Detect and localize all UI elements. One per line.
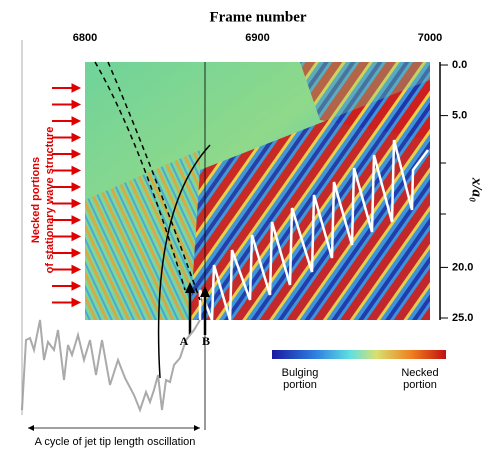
y-axis-title: x/a₀ bbox=[469, 177, 485, 202]
y-tick-label: 25.0 bbox=[452, 312, 473, 324]
x-tick-label: 6900 bbox=[245, 32, 269, 44]
heatmap bbox=[85, 62, 430, 320]
side-label-line: of stationary wave structure bbox=[44, 127, 56, 274]
overlays bbox=[21, 40, 429, 431]
y-tick-label: 0.0 bbox=[452, 59, 467, 71]
colorbar-label: portion bbox=[283, 379, 317, 391]
colorbar-label: portion bbox=[403, 379, 437, 391]
side-label-line: Necked portions bbox=[30, 157, 42, 243]
marker-label: B bbox=[202, 334, 210, 348]
colorbar: Bulging portion Necked portion bbox=[272, 350, 446, 391]
y-tick-label: 20.0 bbox=[452, 261, 473, 273]
x-tick-label: 7000 bbox=[418, 32, 442, 44]
marker-label: A bbox=[180, 334, 189, 348]
y-tick-label: 5.0 bbox=[452, 110, 467, 122]
x-axis-title: Frame number bbox=[209, 9, 306, 25]
axes: Frame number x/a₀ 6800 6900 7000 0.0 5.0 20.0… bbox=[73, 9, 485, 323]
side-label: Necked portions of stationary wave struc… bbox=[30, 127, 56, 274]
caption: A cycle of jet tip length oscillation bbox=[35, 436, 196, 448]
colorbar-label: Bulging bbox=[282, 367, 319, 379]
colorbar-label: Necked bbox=[401, 367, 438, 379]
x-tick-label: 6800 bbox=[73, 32, 97, 44]
